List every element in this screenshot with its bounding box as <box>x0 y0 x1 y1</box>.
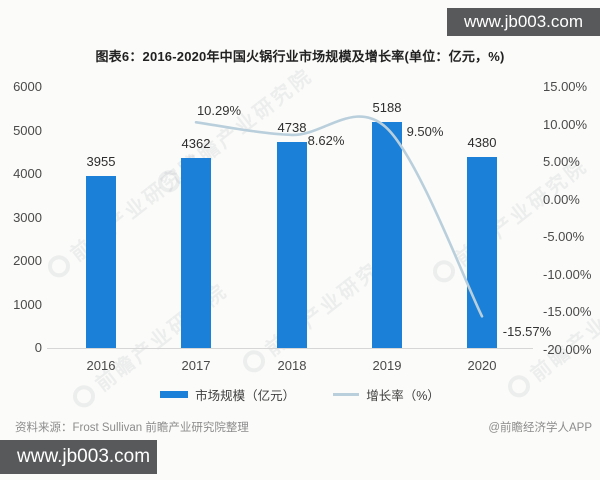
x-axis-label-2020: 2020 <box>467 358 497 373</box>
chart-legend: 市场规模（亿元） 增长率（%） <box>0 385 600 404</box>
x-axis-label-2019: 2019 <box>372 358 402 373</box>
y-axis-left-tick: 1000 <box>13 296 42 312</box>
qianzhan-logo-icon <box>153 165 185 197</box>
legend-label: 市场规模（亿元） <box>195 389 296 403</box>
legend-line-swatch-icon <box>333 393 360 396</box>
y-axis-right-tick: -10.00% <box>543 266 592 282</box>
x-axis-label-2016: 2016 <box>86 358 116 373</box>
bar-2018 <box>277 141 307 348</box>
y-axis-left-tick: 2000 <box>13 253 42 268</box>
growth-label: -15.57% <box>502 324 552 340</box>
y-axis-left-tick: 6000 <box>13 79 42 94</box>
data-source-text: 资料来源：Frost Sullivan 前瞻产业研究院整理 <box>15 422 249 434</box>
x-axis-label-2017: 2017 <box>181 358 211 373</box>
y-axis-right-tick: 10.00% <box>543 116 588 132</box>
legend-item-market-size: 市场规模（亿元） <box>160 385 295 404</box>
qianzhan-logo-icon <box>428 255 460 287</box>
y-axis-right-tick: -5.00% <box>543 229 585 244</box>
y-axis-right-tick: 15.00% <box>543 79 588 94</box>
legend-label: 增长率（%） <box>366 389 440 403</box>
chart-title: 图表6：2016-2020年中国火锅行业市场规模及增长率(单位：亿元，%) <box>95 49 505 64</box>
y-axis-left-tick: 0 <box>34 340 42 355</box>
y-axis-right-tick: -15.00% <box>543 304 592 319</box>
growth-label: 8.62% <box>307 132 345 148</box>
y-axis-right-tick: 5.00% <box>543 154 580 169</box>
bar-value-label: 5188 <box>372 100 402 116</box>
bar-2020 <box>467 157 497 348</box>
y-axis-left-tick: 5000 <box>13 122 42 138</box>
x-axis-line <box>47 348 533 349</box>
growth-label: 10.29% <box>196 103 242 119</box>
qianzhan-logo-icon <box>43 250 75 282</box>
legend-item-growth-rate: 增长率（%） <box>333 385 440 404</box>
y-axis-left-tick: 4000 <box>13 166 42 181</box>
x-axis-label-2018: 2018 <box>277 358 307 373</box>
bar-2019 <box>372 122 402 348</box>
bar-value-label: 3955 <box>86 153 116 169</box>
bar-2017 <box>181 158 211 348</box>
bar-value-label: 4362 <box>181 136 211 152</box>
site-url-banner-top: www.jb003.com <box>447 8 600 36</box>
source-row: 资料来源：Frost Sullivan 前瞻产业研究院整理 @前瞻经济学人APP <box>15 419 592 435</box>
bar-2016 <box>86 175 116 348</box>
credit-text: @前瞻经济学人APP <box>488 422 592 434</box>
legend-bar-swatch-icon <box>160 391 189 398</box>
growth-label: 9.50% <box>406 124 444 140</box>
y-axis-left-tick: 3000 <box>13 209 42 225</box>
y-axis-right-tick: 0.00% <box>543 191 580 207</box>
site-url-banner-bottom: www.jb003.com <box>0 440 157 474</box>
y-axis-right-tick: -20.00% <box>543 341 592 357</box>
